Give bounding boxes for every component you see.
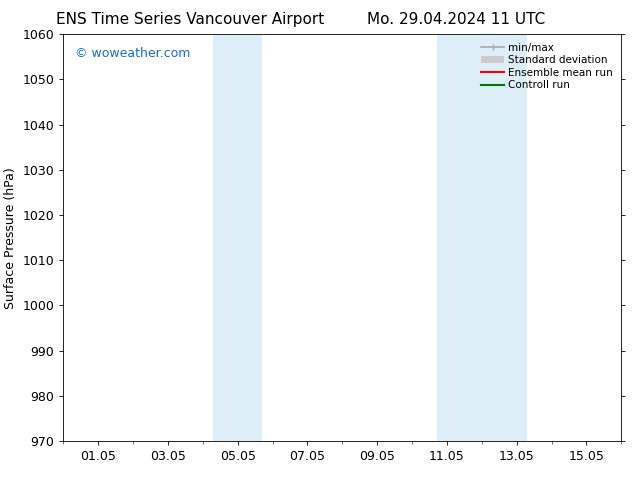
Y-axis label: Surface Pressure (hPa): Surface Pressure (hPa) (4, 167, 17, 309)
Bar (213, 34, 262, 441)
Text: ENS Time Series Vancouver Airport: ENS Time Series Vancouver Airport (56, 12, 325, 27)
Legend: min/max, Standard deviation, Ensemble mean run, Controll run: min/max, Standard deviation, Ensemble me… (478, 40, 616, 94)
Text: Mo. 29.04.2024 11 UTC: Mo. 29.04.2024 11 UTC (367, 12, 546, 27)
Text: © woweather.com: © woweather.com (75, 47, 190, 59)
Bar (436, 34, 527, 441)
